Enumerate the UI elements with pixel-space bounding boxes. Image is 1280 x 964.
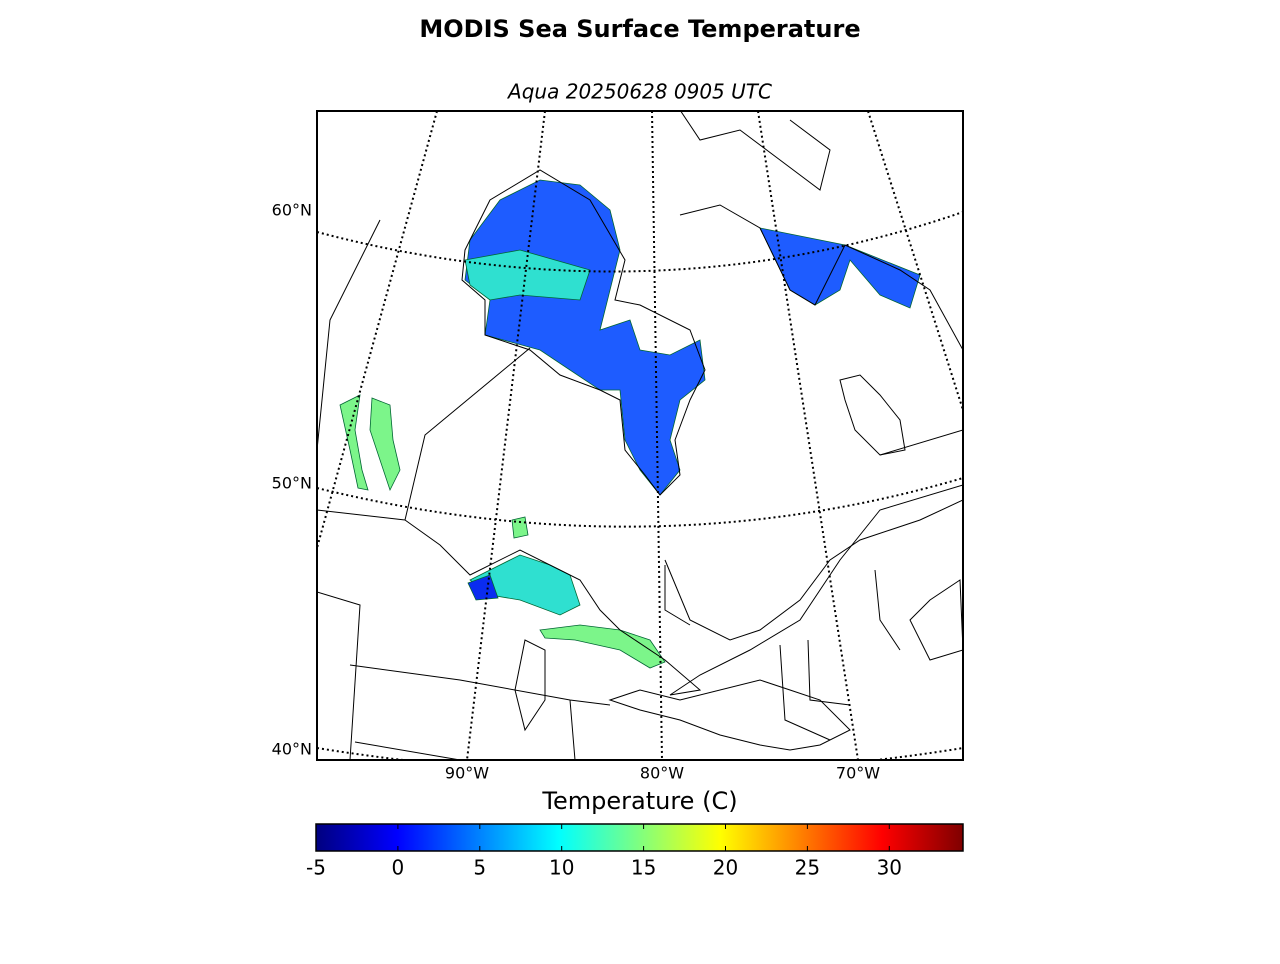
coastline bbox=[839, 374, 906, 456]
lon-label: 80°W bbox=[640, 764, 684, 783]
meridian bbox=[651, 111, 663, 760]
parallel bbox=[317, 477, 963, 528]
sst-lake-winnipegosis bbox=[339, 394, 369, 491]
sst-superior-west bbox=[467, 574, 499, 601]
coastline bbox=[514, 639, 546, 732]
lat-label: 40°N bbox=[272, 740, 312, 759]
sst-lake-superior bbox=[469, 554, 581, 616]
coastline bbox=[909, 579, 963, 661]
map bbox=[317, 111, 963, 760]
colorbar bbox=[315, 823, 964, 852]
colorbar-tick-label: 15 bbox=[631, 856, 656, 880]
lon-label: 70°W bbox=[836, 764, 880, 783]
coastline bbox=[608, 679, 851, 751]
colorbar-tick-label: 10 bbox=[549, 856, 574, 880]
meridian bbox=[317, 111, 438, 549]
map-frame bbox=[316, 110, 964, 761]
parallel bbox=[317, 211, 963, 273]
coastline bbox=[680, 111, 831, 191]
sst-hudson-west bbox=[464, 249, 591, 301]
colorbar-label: Temperature (C) bbox=[541, 787, 737, 815]
colorbar-tick-label: 25 bbox=[795, 856, 820, 880]
coastline bbox=[679, 204, 963, 351]
colorbar-tick-label: -5 bbox=[306, 856, 326, 880]
lat-label: 60°N bbox=[272, 201, 312, 220]
sst-hudson-bay bbox=[464, 179, 706, 496]
colorbar-tick-label: 20 bbox=[713, 856, 738, 880]
meridian bbox=[867, 111, 963, 411]
colorbar-tick-label: 30 bbox=[877, 856, 902, 880]
lon-label: 90°W bbox=[445, 764, 489, 783]
title: MODIS Sea Surface Temperature bbox=[419, 15, 860, 43]
colorbar-tick-label: 0 bbox=[392, 856, 405, 880]
border bbox=[317, 219, 963, 760]
subtitle: Aqua 20250628 0905 UTC bbox=[506, 80, 772, 104]
sst-lake-huron bbox=[539, 624, 666, 669]
meridian bbox=[466, 111, 546, 760]
coastline bbox=[664, 499, 963, 641]
lat-label: 50°N bbox=[272, 474, 312, 493]
sst-lake-winnipeg bbox=[369, 397, 401, 492]
coastline bbox=[404, 484, 963, 696]
coastline bbox=[461, 169, 706, 496]
meridian bbox=[757, 111, 859, 760]
sst-lake-nipigon bbox=[511, 516, 529, 539]
colorbar-tick-label: 5 bbox=[473, 856, 486, 880]
